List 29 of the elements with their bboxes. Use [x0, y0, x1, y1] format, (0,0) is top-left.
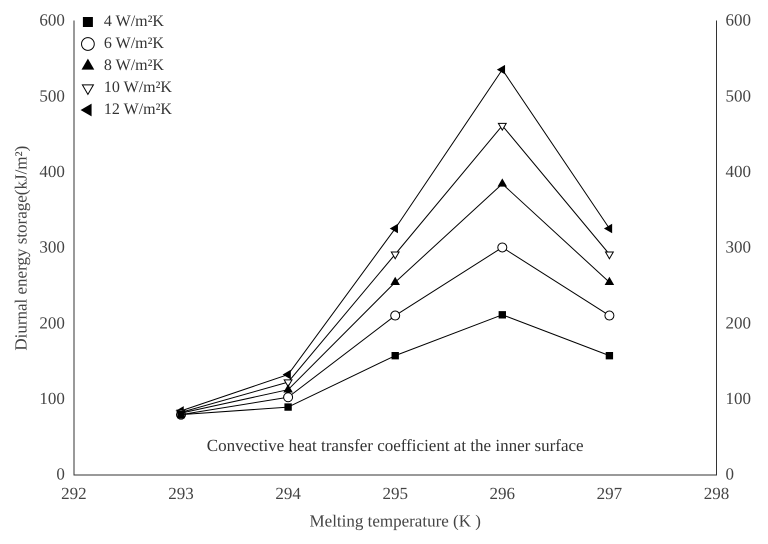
y-tick-label: 600 — [39, 10, 65, 30]
legend-label: 6 W/m²K — [104, 35, 164, 52]
x-tick-label: 298 — [704, 484, 730, 503]
legend-label: 8 W/m²K — [104, 57, 164, 74]
y2-tick-label: 0 — [726, 464, 734, 484]
y-tick-label: 300 — [39, 238, 65, 257]
y2-tick-label: 600 — [726, 10, 751, 30]
y2-tick-label: 500 — [726, 86, 751, 106]
annotation: Convective heat transfer coefficient at the inner surface — [206, 436, 584, 456]
legend-label: 4 W/m²K — [104, 13, 164, 30]
y-tick-label: 400 — [39, 162, 65, 181]
y-tick-label: 200 — [39, 313, 65, 332]
y-tick-label: 500 — [39, 86, 65, 106]
y-tick-label: 100 — [39, 389, 65, 408]
legend-label: 12 W/m²K — [104, 101, 172, 118]
y2-tick-label: 200 — [726, 313, 751, 332]
y-tick-label: 0 — [56, 464, 65, 484]
x-tick-label: 293 — [168, 484, 194, 503]
y2-tick-label: 100 — [726, 389, 751, 408]
x-tick-label: 296 — [490, 484, 516, 503]
x-tick-label: 294 — [275, 484, 302, 503]
x-tick-label: 297 — [596, 484, 623, 503]
y2-tick-label: 300 — [726, 238, 751, 257]
x-tick-label: 295 — [382, 484, 408, 503]
y-axis-title: Diurnal energy storage(kJ/m²) — [12, 146, 31, 351]
legend-label: 10 W/m²K — [104, 79, 172, 96]
x-axis-title: Melting temperature (K ) — [310, 511, 481, 530]
x-tick-label: 292 — [61, 484, 87, 503]
y2-tick-label: 400 — [726, 162, 751, 181]
